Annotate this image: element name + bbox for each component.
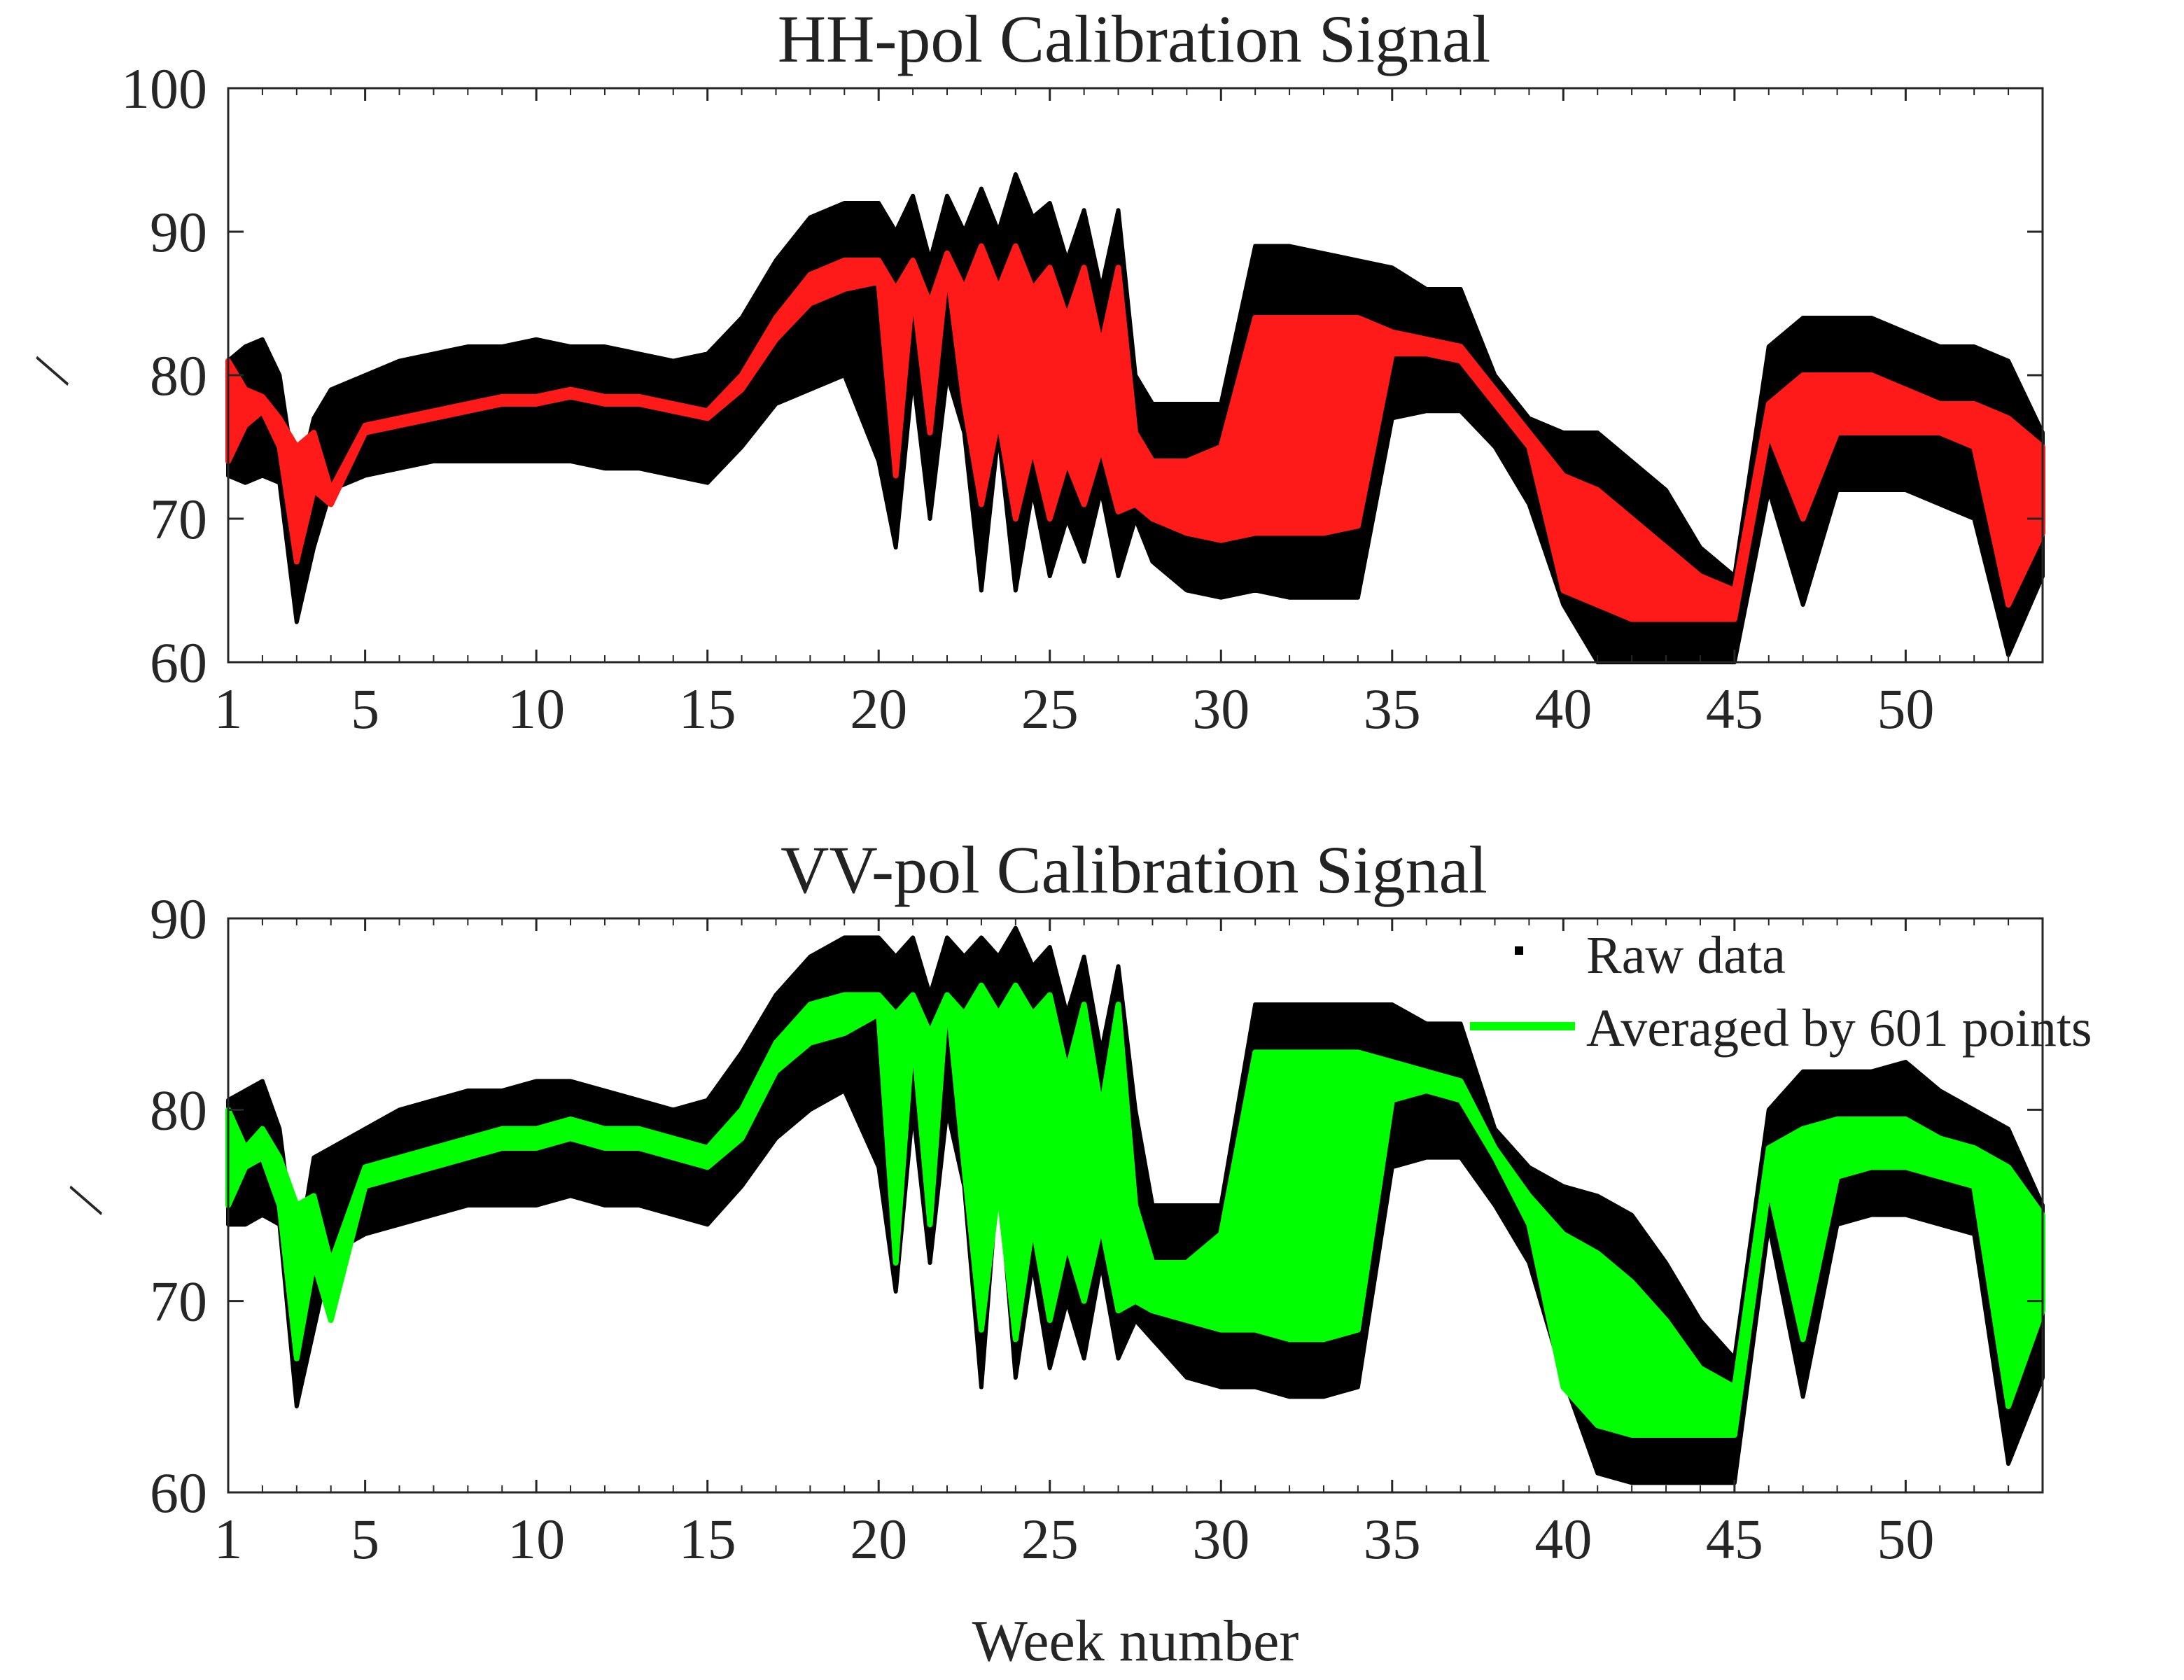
hh-x-tick-label: 20 [850,677,907,741]
hh-y-tick-label: 80 [150,344,207,407]
hh-x-tick-label: 45 [1706,677,1763,741]
vv-y-tick-label: 60 [150,1461,207,1525]
vv-y-tick-label: 70 [150,1270,207,1334]
legend-avg-label: Averaged by 601 points [1586,999,2092,1058]
hh-chart-title: HH-pol Calibration Signal [778,1,1491,76]
hh-x-tick-label: 10 [507,677,565,741]
vv-x-tick-label: 30 [1192,1507,1250,1571]
vv-pol-panel: VV-pol Calibration Signal 1 5 10 15 20 25 30 35… [52,832,2092,1674]
hh-x-tick-label: 40 [1534,677,1592,741]
hh-x-tick-label: 1 [214,677,243,741]
vv-x-tick-label: 15 [679,1507,736,1571]
hh-y-tick-label: 90 [150,200,207,264]
hh-pol-panel: HH-pol Calibration Signal 1 5 10 15 20 25 30 35… [19,1,2045,741]
hh-x-tick-label: 30 [1192,677,1250,741]
hh-x-tick-label: 25 [1021,677,1079,741]
hh-x-tick-label: 15 [679,677,736,741]
vv-y-tick-label: 90 [150,887,207,951]
x-axis-label: Week number [972,1609,1299,1674]
vv-x-tick-label: 1 [214,1507,243,1571]
hh-y-tick-label: 70 [150,487,207,551]
vv-chart-title: VV-pol Calibration Signal [780,832,1488,907]
legend-raw-label: Raw data [1586,926,1786,985]
hh-x-tick-label: 5 [351,677,379,741]
vv-x-tick-label: 50 [1877,1507,1934,1571]
legend: Raw data Averaged by 601 points [1470,926,2092,1058]
hh-x-tick-label: 35 [1364,677,1421,741]
vv-x-tick-label: 25 [1021,1507,1079,1571]
vv-x-tick-label: 10 [507,1507,565,1571]
legend-raw-marker [1515,946,1523,955]
vv-x-tick-label: 45 [1706,1507,1763,1571]
vv-x-tick-label: 35 [1364,1507,1421,1571]
hh-x-tick-label: 50 [1877,677,1934,741]
vv-plot-frame [227,917,2044,1494]
vv-y-tick-label: 80 [150,1078,207,1142]
hh-y-tick-label: 60 [150,631,207,694]
vv-x-tick-label: 40 [1534,1507,1592,1571]
hh-y-tick-label: 100 [121,57,207,120]
vv-x-tick-label: 20 [850,1507,907,1571]
vv-x-tick-label: 5 [351,1507,379,1571]
